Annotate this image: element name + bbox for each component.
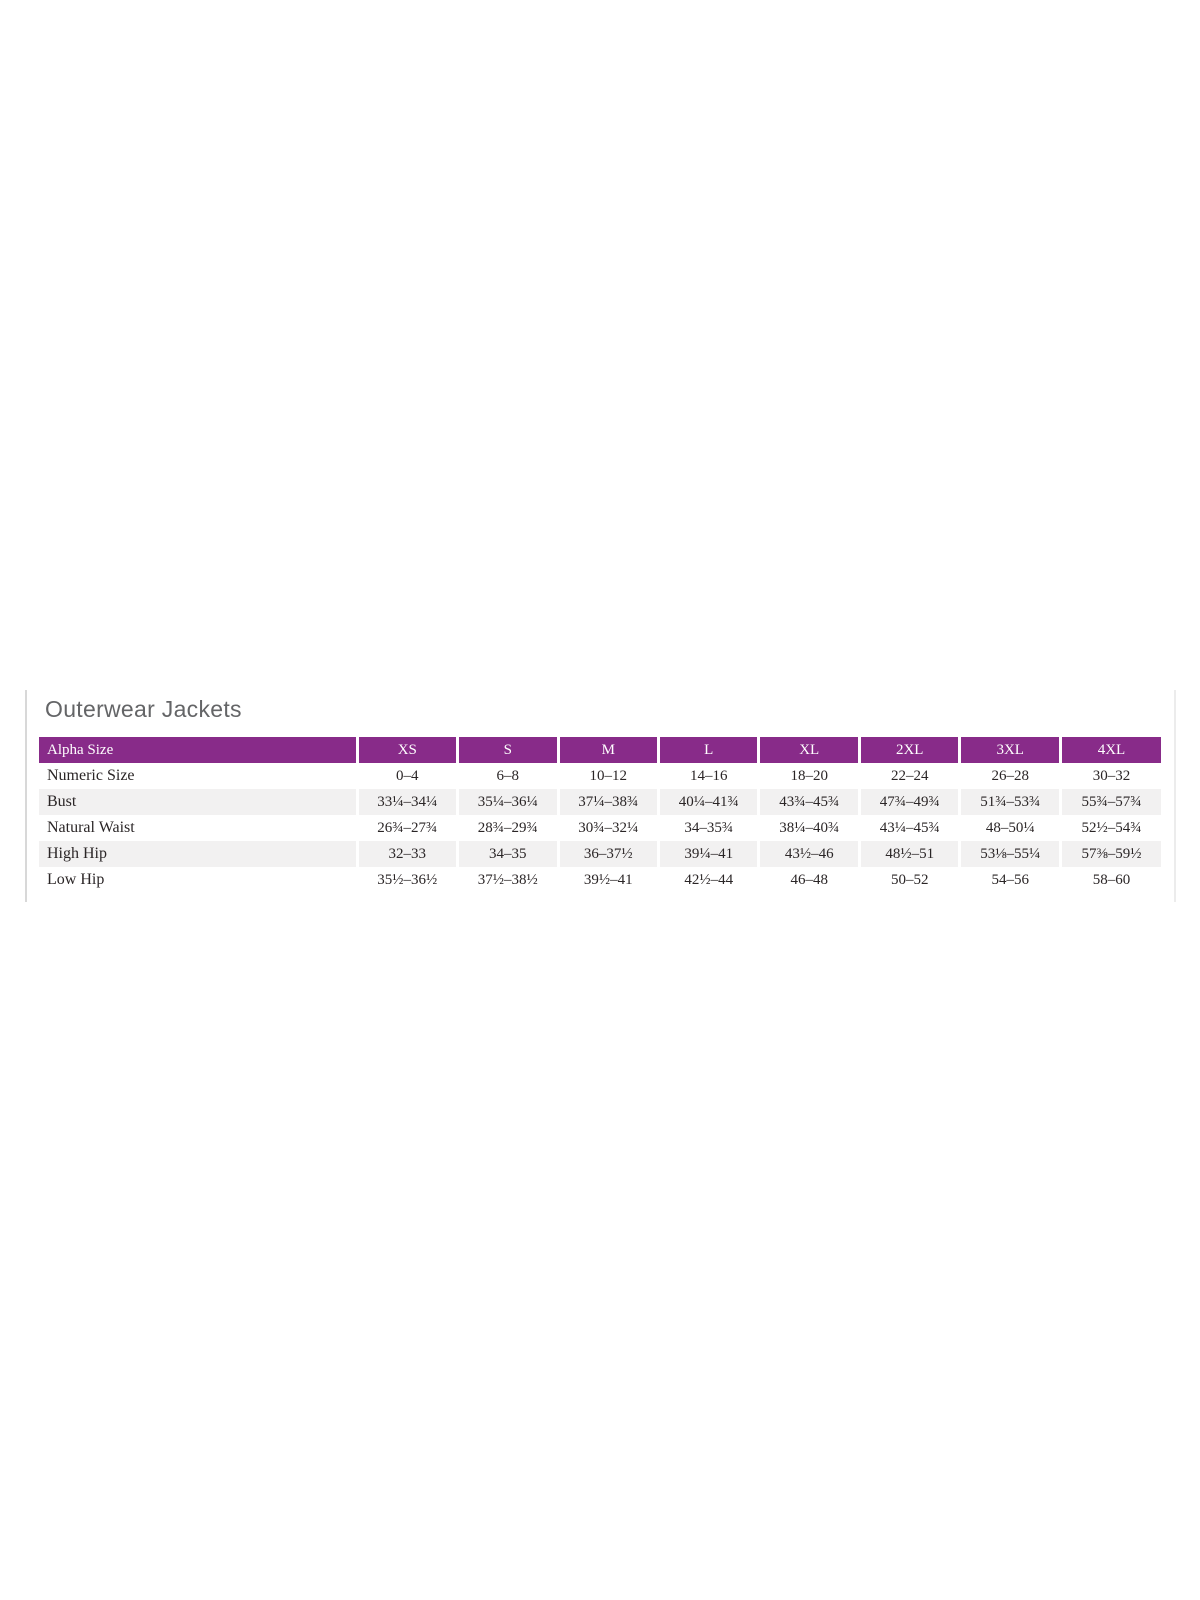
size-cell: 35½–36½ — [355, 867, 458, 893]
table-row-natural-waist: Natural Waist 26¾–27¾ 28¾–29¾ 30¾–32¼ 34… — [39, 815, 1161, 841]
size-cell: 52½–54¾ — [1058, 815, 1161, 841]
size-cell: 14–16 — [656, 763, 759, 789]
size-cell: 48½–51 — [857, 841, 960, 867]
table-row-low-hip: Low Hip 35½–36½ 37½–38½ 39½–41 42½–44 46… — [39, 867, 1161, 893]
row-label: Low Hip — [47, 871, 105, 888]
size-cell: 30–32 — [1058, 763, 1161, 789]
column-header-s: S — [456, 737, 559, 763]
size-cell: 40¼–41¾ — [656, 789, 759, 815]
size-cell: 30¾–32¼ — [556, 815, 659, 841]
size-cell: 6–8 — [456, 763, 559, 789]
column-header-l: L — [656, 737, 759, 763]
row-label: Natural Waist — [47, 819, 135, 836]
size-cell: 39½–41 — [556, 867, 659, 893]
size-cell: 50–52 — [857, 867, 960, 893]
column-header-xs: XS — [355, 737, 458, 763]
size-chart-table: Alpha Size XS S M L XL 2XL 3XL 4XL Numer… — [39, 737, 1161, 893]
size-cell: 36–37½ — [556, 841, 659, 867]
size-cell: 43¼–45¾ — [857, 815, 960, 841]
size-cell: 42½–44 — [656, 867, 759, 893]
column-header-4xl: 4XL — [1058, 737, 1161, 763]
row-label: High Hip — [39, 841, 358, 867]
column-header-2xl: 2XL — [857, 737, 960, 763]
size-cell: 43½–46 — [757, 841, 860, 867]
table-row-bust: Bust 33¼–34¼ 35¼–36¼ 37¼–38¾ 40¼–41¾ 43¾… — [39, 789, 1161, 815]
row-label: Bust — [39, 789, 358, 815]
size-cell: 35¼–36¼ — [456, 789, 559, 815]
table-row-high-hip: High Hip 32–33 34–35 36–37½ 39¼–41 43½–4… — [39, 841, 1161, 867]
size-cell: 43¾–45¾ — [757, 789, 860, 815]
size-cell: 57⅜–59½ — [1058, 841, 1161, 867]
table-row-numeric-size: Numeric Size 0–4 6–8 10–12 14–16 18–20 2… — [39, 763, 1161, 789]
column-header-m: M — [556, 737, 659, 763]
size-cell: 53⅛–55¼ — [958, 841, 1061, 867]
size-cell: 58–60 — [1058, 867, 1161, 893]
size-cell: 34–35 — [456, 841, 559, 867]
size-cell: 10–12 — [556, 763, 659, 789]
size-cell: 28¾–29¾ — [456, 815, 559, 841]
size-cell: 46–48 — [757, 867, 860, 893]
section-title: Outerwear Jackets — [45, 696, 242, 722]
size-cell: 47¾–49¾ — [857, 789, 960, 815]
size-cell: 33¼–34¼ — [355, 789, 458, 815]
size-cell: 39¼–41 — [656, 841, 759, 867]
column-header-xl: XL — [757, 737, 860, 763]
size-cell: 18–20 — [757, 763, 860, 789]
column-header-3xl: 3XL — [958, 737, 1061, 763]
column-header-alpha-size: Alpha Size — [39, 737, 358, 763]
size-cell: 26¾–27¾ — [355, 815, 458, 841]
row-label: Numeric Size — [47, 767, 135, 784]
size-chart-section: Outerwear Jackets Alpha Size XS S M L XL… — [25, 690, 1176, 902]
table-header-row: Alpha Size XS S M L XL 2XL 3XL 4XL — [39, 737, 1161, 763]
size-cell: 32–33 — [355, 841, 458, 867]
size-cell: 0–4 — [355, 763, 458, 789]
size-cell: 55¾–57¾ — [1058, 789, 1161, 815]
size-cell: 37¼–38¾ — [556, 789, 659, 815]
size-cell: 48–50¼ — [958, 815, 1061, 841]
size-cell: 37½–38½ — [456, 867, 559, 893]
size-cell: 26–28 — [958, 763, 1061, 789]
size-cell: 51¾–53¾ — [958, 789, 1061, 815]
size-cell: 38¼–40¾ — [757, 815, 860, 841]
size-cell: 34–35¾ — [656, 815, 759, 841]
size-cell: 22–24 — [857, 763, 960, 789]
size-cell: 54–56 — [958, 867, 1061, 893]
